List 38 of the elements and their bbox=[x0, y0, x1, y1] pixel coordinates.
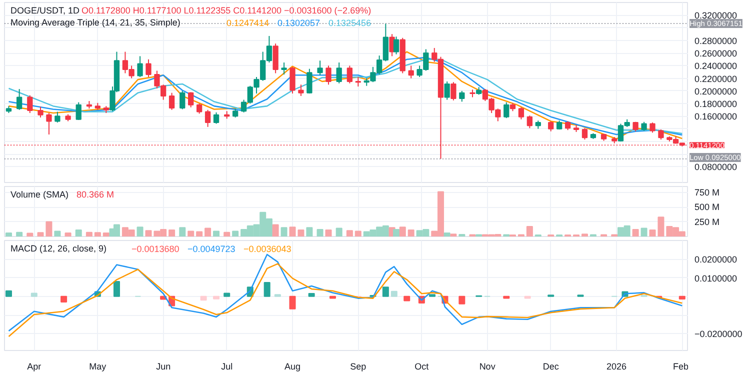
y-tick-label: 0.1800000 bbox=[694, 99, 738, 110]
y-tick-label: 500 M bbox=[694, 202, 720, 212]
y-tick-label: 750 M bbox=[694, 187, 720, 198]
annotation: Moving Average Triple (14, 21, 35, Simple) bbox=[10, 18, 180, 28]
y-tick-label: 0.0800000 bbox=[694, 162, 738, 172]
chart-title: MACD (12, 26, close, 9) bbox=[10, 244, 107, 254]
y-tick-label: 0.2800000 bbox=[694, 36, 738, 46]
x-tick-label: Jul bbox=[221, 362, 233, 372]
x-tick-label: Aug bbox=[284, 362, 301, 372]
annotation: O0.1172800 H0.1177100 L0.1122355 C0.1141200 −0.0031600 (−2.69%) bbox=[82, 6, 372, 16]
x-tick-label: Dec bbox=[542, 362, 560, 372]
x-tick-label: Sep bbox=[350, 362, 366, 372]
y-tick-label: 0.2600000 bbox=[694, 48, 738, 59]
text: 0.1302057 bbox=[278, 18, 320, 28]
y-tick-label: −0.0200000 bbox=[694, 329, 742, 340]
x-tick-label: Jun bbox=[156, 362, 171, 372]
y-tick-label: 0.1600000 bbox=[694, 112, 738, 122]
x-tick-label: 2026 bbox=[606, 362, 627, 372]
y-tick-label: 0.3200000 bbox=[694, 10, 738, 21]
y-tick-label: 0.2000000 bbox=[694, 86, 738, 96]
x-tick-label: Nov bbox=[479, 362, 496, 372]
text: 0.1247414 bbox=[226, 18, 270, 28]
y-tick-label: 0.0100000 bbox=[694, 273, 738, 284]
x-tick-label: Oct bbox=[414, 362, 430, 372]
series-label: −0.0036043 bbox=[244, 244, 292, 254]
y-tick-label: 250 M bbox=[694, 216, 720, 227]
y-tick-label: 0.0200000 bbox=[694, 254, 738, 265]
chart-title: Volume (SMA) bbox=[10, 190, 69, 200]
text: −0.0049723 bbox=[188, 244, 236, 254]
chart-title: DOGE/USDT, 1D bbox=[10, 6, 80, 16]
x-tick-label: Feb bbox=[672, 362, 689, 372]
text: 80.366 M bbox=[76, 190, 114, 200]
text: 0.1325456 bbox=[328, 18, 372, 28]
x-tick-label: May bbox=[89, 362, 107, 372]
y-tick-label: 0.2200000 bbox=[694, 74, 738, 84]
y-tick-label: 0.2400000 bbox=[694, 61, 738, 72]
text: −0.0013680 bbox=[132, 244, 180, 254]
x-tick-label: Apr bbox=[27, 362, 42, 372]
